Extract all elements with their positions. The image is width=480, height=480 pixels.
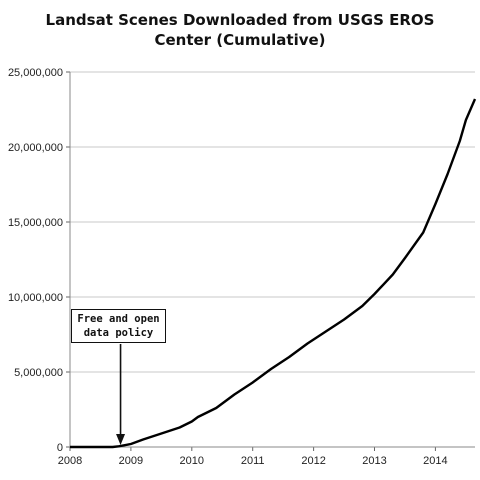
y-tick-label-3: 15,000,000	[8, 217, 63, 229]
annotation-line1: Free and open	[77, 313, 160, 325]
series-group	[70, 98, 477, 449]
chart-title-line1: Landsat Scenes Downloaded from USGS EROS	[45, 11, 435, 29]
y-tick-label-1: 5,000,000	[14, 367, 63, 379]
x-tick-label-0: 2008	[58, 455, 82, 467]
x-tick-label-3: 2011	[241, 455, 265, 467]
y-tick-label-5: 25,000,000	[8, 67, 63, 79]
y-tick-labels: 0 5,000,000 10,000,000 15,000,000 20,000,000…	[8, 67, 63, 454]
axes	[69, 72, 475, 448]
annotation-line2: data policy	[83, 327, 154, 339]
x-tick-label-1: 2009	[119, 455, 143, 467]
x-tick-label-4: 2012	[301, 455, 325, 467]
y-tick-label-2: 10,000,000	[8, 292, 63, 304]
chart-title-line2: Center (Cumulative)	[154, 31, 326, 49]
y-tick-label-0: 0	[57, 442, 63, 454]
series-line-0	[70, 98, 477, 449]
x-tick-label-6: 2014	[423, 455, 447, 467]
chart-title: Landsat Scenes Downloaded from USGS EROS…	[0, 10, 480, 50]
x-tick-labels: 2008 2009 2010 2011 2012 2013 2014	[58, 455, 448, 467]
annotation-box: Free and open data policy	[71, 309, 166, 343]
y-tick-label-4: 20,000,000	[8, 142, 63, 154]
grid-lines	[66, 71, 475, 451]
x-tick-label-2: 2010	[180, 455, 204, 467]
annotation-arrow-head	[116, 434, 126, 445]
x-tick-label-5: 2013	[362, 455, 386, 467]
annotation-arrow	[116, 344, 126, 445]
